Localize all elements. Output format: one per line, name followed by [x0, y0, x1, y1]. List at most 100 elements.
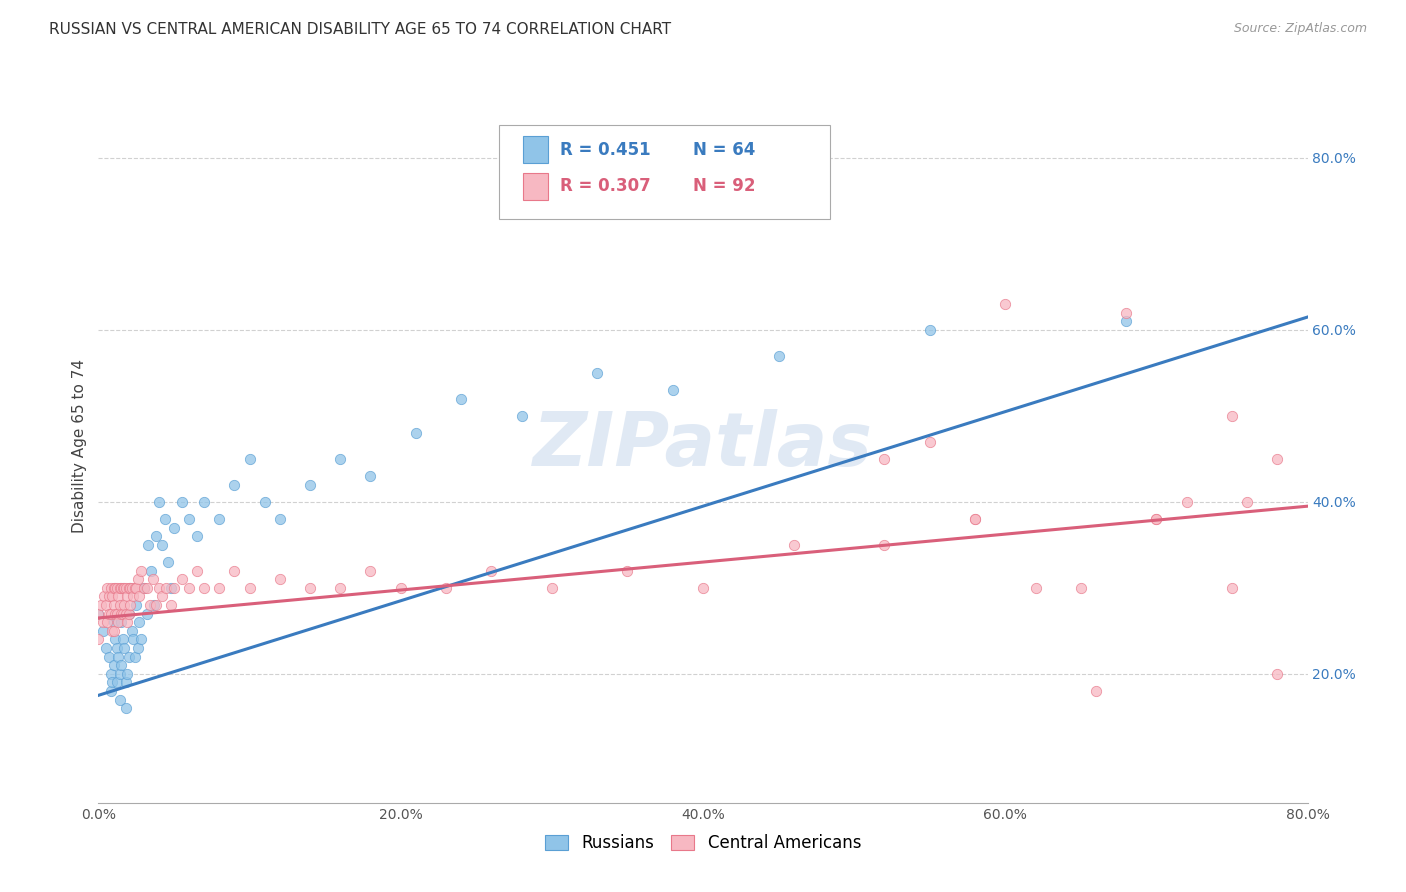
Point [224, 564, 246, 578]
Point [269, 512, 291, 526]
Point [299, 581, 322, 595]
Point [1267, 666, 1289, 681]
Point [179, 512, 201, 526]
Point [186, 564, 208, 578]
Point [450, 392, 472, 406]
Point [186, 529, 208, 543]
Point [100, 607, 122, 621]
Point [1267, 451, 1289, 466]
Point [110, 615, 132, 630]
Point [128, 615, 150, 630]
Point [91, 624, 114, 638]
Y-axis label: Disability Age 65 to 74: Disability Age 65 to 74 [72, 359, 87, 533]
Point [91, 615, 114, 630]
Point [1175, 495, 1198, 509]
Point [127, 641, 149, 656]
Point [120, 581, 142, 595]
Point [104, 607, 127, 621]
Point [148, 581, 170, 595]
Point [114, 701, 136, 715]
Point [1024, 581, 1046, 595]
Point [389, 581, 412, 595]
Point [434, 581, 457, 595]
Point [96, 581, 118, 595]
Point [111, 607, 134, 621]
Point [108, 598, 131, 612]
Point [139, 598, 162, 612]
Point [105, 607, 128, 621]
Point [100, 666, 122, 681]
Point [111, 632, 134, 647]
Point [994, 297, 1017, 311]
Point [135, 581, 157, 595]
Point [105, 581, 128, 595]
Point [170, 572, 193, 586]
Point [93, 590, 115, 604]
Point [125, 581, 148, 595]
Point [101, 675, 124, 690]
Point [873, 538, 896, 552]
Text: R = 0.451: R = 0.451 [560, 141, 650, 159]
Point [104, 632, 127, 647]
Point [115, 666, 138, 681]
Point [107, 649, 129, 664]
Point [193, 581, 215, 595]
Point [1144, 512, 1167, 526]
Point [143, 598, 166, 612]
Point [329, 581, 352, 595]
Point [111, 581, 134, 595]
Point [145, 598, 167, 612]
Point [965, 512, 987, 526]
Point [103, 598, 125, 612]
Point [107, 615, 129, 630]
Point [918, 434, 941, 449]
Point [120, 581, 142, 595]
Point [155, 581, 177, 595]
Point [101, 624, 124, 638]
Point [1070, 581, 1092, 595]
Point [193, 495, 215, 509]
Point [160, 581, 183, 595]
Point [135, 607, 157, 621]
Point [118, 607, 141, 621]
Point [96, 615, 118, 630]
Point [108, 666, 131, 681]
Point [124, 649, 146, 664]
Point [115, 615, 138, 630]
Point [1220, 409, 1243, 423]
Point [136, 538, 159, 552]
Point [141, 564, 163, 578]
Point [918, 323, 941, 337]
Point [115, 590, 138, 604]
Point [768, 349, 790, 363]
Point [112, 641, 135, 656]
Point [179, 581, 201, 595]
Point [299, 477, 322, 491]
Point [118, 581, 141, 595]
Point [128, 590, 150, 604]
Point [208, 512, 231, 526]
Point [1115, 306, 1137, 320]
Point [1085, 684, 1108, 698]
Text: Source: ZipAtlas.com: Source: ZipAtlas.com [1233, 22, 1367, 36]
Point [105, 675, 128, 690]
Text: RUSSIAN VS CENTRAL AMERICAN DISABILITY AGE 65 TO 74 CORRELATION CHART: RUSSIAN VS CENTRAL AMERICAN DISABILITY A… [49, 22, 671, 37]
Point [100, 684, 122, 698]
Point [965, 512, 987, 526]
Point [121, 624, 143, 638]
Point [107, 590, 129, 604]
Point [87, 632, 110, 647]
Point [103, 658, 125, 673]
Point [121, 581, 143, 595]
Point [118, 607, 141, 621]
Point [129, 564, 152, 578]
Point [94, 598, 117, 612]
Point [87, 607, 110, 621]
Point [112, 581, 135, 595]
Point [87, 607, 110, 621]
Point [122, 632, 145, 647]
Point [1220, 581, 1243, 595]
Point [783, 538, 806, 552]
Point [110, 658, 132, 673]
Text: N = 92: N = 92 [693, 178, 755, 195]
